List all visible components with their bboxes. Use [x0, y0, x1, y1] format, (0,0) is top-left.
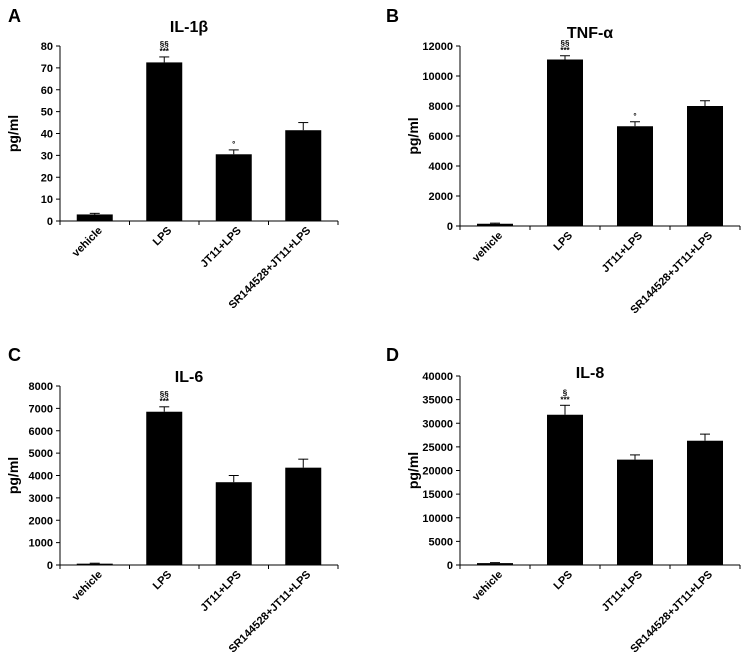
bar	[477, 223, 513, 226]
x-tick-label: SR144528+JT11+LPS	[628, 230, 715, 317]
y-tick-label: 40000	[422, 371, 453, 383]
x-tick-label: SR144528+JT11+LPS	[227, 569, 314, 656]
bar	[146, 62, 183, 221]
chart-panel-a: A IL-1β pg/ml 0 10 20 30 40 50 60 70 80 vehicle ***§§…	[5, 6, 339, 312]
x-tick-label: vehicle	[70, 569, 105, 604]
panel-letter: A	[8, 6, 21, 26]
chart-title: IL-6	[175, 369, 204, 386]
chart-panel-c: C IL-6 pg/ml 0 1000 2000 3000 4000 5000 6000 7000 8…	[5, 345, 339, 656]
y-tick-label: 30000	[422, 418, 453, 430]
bar	[215, 154, 252, 221]
y-tick-label: 10000	[422, 513, 453, 525]
bar	[617, 126, 653, 226]
y-tick-label: 80	[41, 41, 53, 53]
x-tick-label: LPS	[151, 569, 175, 593]
significance-marker: ***	[560, 46, 570, 55]
y-tick-label: 7000	[29, 403, 53, 415]
significance-marker: ***	[560, 395, 570, 404]
y-tick-label: 40	[41, 129, 53, 141]
y-tick-label: 5000	[429, 536, 453, 548]
chart-panel-d: D IL-8 pg/ml 0 5000 10000 15000 20000 25000 30000…	[386, 345, 741, 656]
significance-marker: ***	[160, 47, 170, 56]
x-tick-label: JT11+LPS	[198, 225, 243, 270]
significance-marker: §§	[561, 39, 570, 48]
y-tick-label: 8000	[29, 381, 53, 393]
x-tick-label: JT11+LPS	[600, 230, 645, 275]
y-tick-label: 25000	[422, 442, 453, 454]
x-tick-label: vehicle	[70, 225, 105, 260]
bar	[617, 459, 653, 565]
y-tick-label: 4000	[429, 161, 453, 173]
y-tick-label: 10	[41, 194, 53, 206]
y-tick-label: 70	[41, 63, 53, 75]
chart-title: IL-8	[576, 365, 605, 382]
bar	[285, 130, 322, 221]
bar	[687, 106, 723, 226]
y-tick-label: 30	[41, 150, 53, 162]
bar	[76, 214, 113, 221]
y-axis-label: pg/ml	[405, 452, 421, 489]
y-tick-label: 20	[41, 172, 53, 184]
y-tick-label: 35000	[422, 395, 453, 407]
y-axis-label: pg/ml	[5, 457, 21, 494]
chart-title: TNF-α	[567, 25, 613, 42]
y-tick-label: 2000	[29, 515, 53, 527]
x-tick-label: LPS	[551, 230, 575, 254]
bar	[285, 467, 322, 565]
y-tick-label: 0	[47, 560, 53, 572]
chart-title: IL-1β	[170, 19, 208, 36]
y-tick-label: 2000	[429, 191, 453, 203]
x-tick-label: SR144528+JT11+LPS	[227, 225, 314, 312]
y-tick-label: 10000	[422, 71, 453, 83]
y-axis-label: pg/ml	[5, 115, 21, 152]
y-axis-label: pg/ml	[405, 117, 421, 154]
y-tick-label: 4000	[29, 471, 53, 483]
y-tick-label: 6000	[429, 131, 453, 143]
significance-marker: §	[563, 388, 568, 397]
bar	[687, 440, 723, 565]
panel-letter: D	[386, 345, 399, 365]
significance-marker: §§	[160, 390, 169, 399]
panel-letter: B	[386, 6, 399, 26]
y-tick-label: 1000	[29, 538, 53, 550]
y-tick-label: 0	[47, 216, 53, 228]
significance-marker: °	[232, 140, 235, 149]
y-tick-label: 0	[447, 560, 453, 572]
chart-panel-b: B TNF-α pg/ml 0 2000 4000 6000 8000 10000 12000 ve…	[386, 6, 741, 317]
bar	[215, 482, 252, 565]
y-tick-label: 12000	[422, 41, 453, 53]
bar	[547, 414, 583, 565]
x-tick-label: JT11+LPS	[198, 569, 243, 614]
significance-marker: ***	[160, 397, 170, 406]
y-tick-label: 20000	[422, 466, 453, 478]
bar	[76, 563, 113, 565]
significance-marker: °	[633, 112, 636, 121]
x-tick-label: vehicle	[470, 230, 505, 265]
x-tick-label: JT11+LPS	[600, 569, 645, 614]
panel-letter: C	[8, 345, 21, 365]
y-tick-label: 50	[41, 107, 53, 119]
bar	[547, 59, 583, 226]
y-tick-label: 5000	[29, 448, 53, 460]
x-tick-label: LPS	[551, 569, 575, 593]
y-tick-label: 0	[447, 221, 453, 233]
bar	[146, 411, 183, 565]
x-tick-label: LPS	[151, 225, 175, 249]
y-tick-label: 6000	[29, 426, 53, 438]
significance-marker: §§	[160, 40, 169, 49]
x-tick-label: SR144528+JT11+LPS	[628, 569, 715, 656]
y-tick-label: 60	[41, 85, 53, 97]
x-tick-label: vehicle	[470, 569, 505, 604]
y-tick-label: 8000	[429, 101, 453, 113]
y-tick-label: 3000	[29, 493, 53, 505]
y-tick-label: 15000	[422, 489, 453, 501]
bar	[477, 563, 513, 565]
